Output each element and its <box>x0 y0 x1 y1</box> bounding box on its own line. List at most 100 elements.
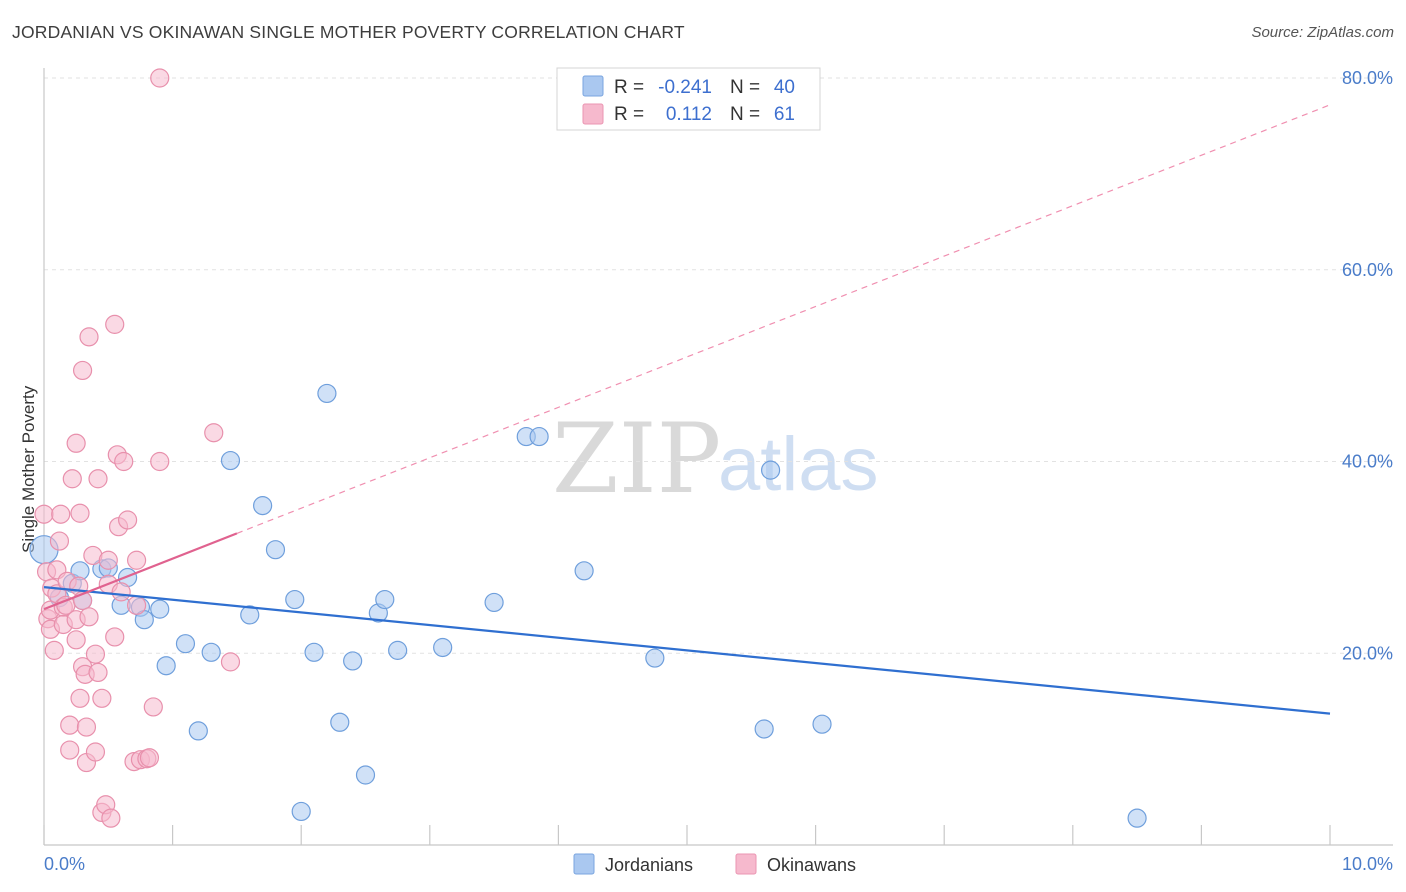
jordanian-point <box>240 605 260 625</box>
okinawan-point <box>60 715 80 735</box>
jordanian-point <box>150 599 170 619</box>
jordanian-point <box>330 712 350 732</box>
chart-source: Source: ZipAtlas.com <box>1251 24 1394 41</box>
okinawan-point <box>117 510 138 530</box>
okinawan-point <box>126 595 147 615</box>
jordanian-point <box>220 450 241 471</box>
jordanian-point <box>1127 808 1147 828</box>
okinawan-point <box>66 433 86 453</box>
jordanian-point <box>188 721 208 741</box>
okinawan-point <box>220 652 241 672</box>
y-tick-label-60: 60.0% <box>1342 260 1393 280</box>
y-tick-label-40: 40.0% <box>1342 452 1393 472</box>
jordanian-point <box>317 383 337 404</box>
chart-title: JORDANIAN VS OKINAWAN SINGLE MOTHER POVE… <box>12 22 685 42</box>
jordanian-point <box>265 540 286 560</box>
trend-line-okinawans <box>43 532 238 611</box>
jordanian-point <box>304 642 324 662</box>
okinawan-point <box>105 627 125 647</box>
okinawan-point <box>111 582 131 602</box>
bottom-legend-label-jordanians: Jordanians <box>605 855 693 875</box>
x-tick-label-10: 10.0% <box>1342 854 1393 874</box>
bottom-legend-swatch-jordanians <box>573 853 595 875</box>
okinawan-point <box>70 688 90 708</box>
jordanian-point <box>291 801 311 822</box>
okinawan-point <box>76 717 97 737</box>
okinawan-point <box>79 607 99 627</box>
series-legend: Jordanians Okinawans <box>573 853 856 875</box>
jordanian-point <box>285 589 305 610</box>
jordanian-point <box>253 496 273 516</box>
trend-line-jordanians <box>43 586 1331 715</box>
jordanian-point <box>388 640 408 660</box>
y-axis-label: Single Mother Poverty <box>19 385 38 553</box>
correlation-legend: R = -0.241 N = 40 R = 0.112 N = 61 <box>556 67 821 131</box>
okinawan-point <box>204 423 224 443</box>
jordanian-point <box>156 656 176 676</box>
watermark: ZIP atlas <box>552 403 879 515</box>
okinawan-point <box>88 662 108 683</box>
legend-n-value-okinawans: 61 <box>774 104 795 125</box>
okinawan-point <box>44 640 64 660</box>
gridlines <box>44 77 1393 654</box>
jordanian-point <box>645 648 665 668</box>
okinawan-point <box>150 451 170 472</box>
jordanian-point <box>175 634 196 654</box>
legend-n-value-jordanians: 40 <box>774 77 795 98</box>
series-okinawans <box>34 68 241 828</box>
okinawan-point <box>139 748 160 768</box>
okinawan-point <box>92 688 112 708</box>
okinawan-point <box>105 314 125 334</box>
okinawan-point <box>85 742 106 762</box>
okinawan-point <box>114 451 134 472</box>
x-tick-labels: 0.0% 10.0% <box>44 854 1393 874</box>
okinawan-point <box>51 504 71 524</box>
y-tick-labels: 20.0% 40.0% 60.0% 80.0% <box>1342 68 1393 663</box>
y-tick-label-80: 80.0% <box>1342 68 1393 88</box>
okinawan-point <box>70 503 90 523</box>
okinawan-point <box>98 550 118 570</box>
okinawan-point <box>101 808 121 828</box>
okinawan-point <box>143 697 163 717</box>
watermark-zip: ZIP <box>552 403 721 515</box>
okinawan-point <box>79 327 99 347</box>
legend-n-label-jordanians: N = <box>730 77 760 98</box>
legend-r-label-okinawans: R = <box>614 104 644 125</box>
okinawan-point <box>34 504 54 524</box>
okinawan-point <box>88 469 108 489</box>
watermark-atlas: atlas <box>718 422 879 507</box>
okinawan-point <box>49 531 70 551</box>
legend-swatch-okinawans <box>582 103 604 125</box>
okinawan-point <box>72 360 93 381</box>
trend-lines <box>43 104 1331 715</box>
jordanian-point <box>433 637 453 658</box>
x-ticks <box>43 825 1331 845</box>
legend-n-label-okinawans: N = <box>730 104 760 125</box>
jordanian-point <box>760 460 781 480</box>
jordanian-point <box>355 765 376 785</box>
x-tick-label-0: 0.0% <box>44 854 85 874</box>
trend-line-okinawans-extrapolated <box>236 104 1331 534</box>
jordanian-point <box>574 561 594 581</box>
okinawan-point <box>66 630 86 650</box>
legend-r-value-okinawans: 0.112 <box>666 104 712 125</box>
jordanian-point <box>484 592 504 613</box>
okinawan-point <box>150 68 170 88</box>
bottom-legend-swatch-okinawans <box>735 853 757 875</box>
jordanian-point <box>201 642 221 662</box>
jordanian-point <box>375 589 395 610</box>
jordanian-point <box>754 719 774 739</box>
okinawan-point <box>126 550 147 570</box>
jordanian-point <box>812 714 832 734</box>
okinawan-point <box>85 644 106 664</box>
axes <box>43 68 1393 846</box>
okinawan-point <box>60 740 80 760</box>
legend-swatch-jordanians <box>582 75 604 97</box>
jordanian-point <box>343 651 363 671</box>
jordanian-point <box>529 426 549 447</box>
legend-r-label-jordanians: R = <box>614 77 644 98</box>
okinawan-point <box>62 469 82 489</box>
bottom-legend-label-okinawans: Okinawans <box>767 855 856 875</box>
legend-r-value-jordanians: -0.241 <box>658 77 712 98</box>
